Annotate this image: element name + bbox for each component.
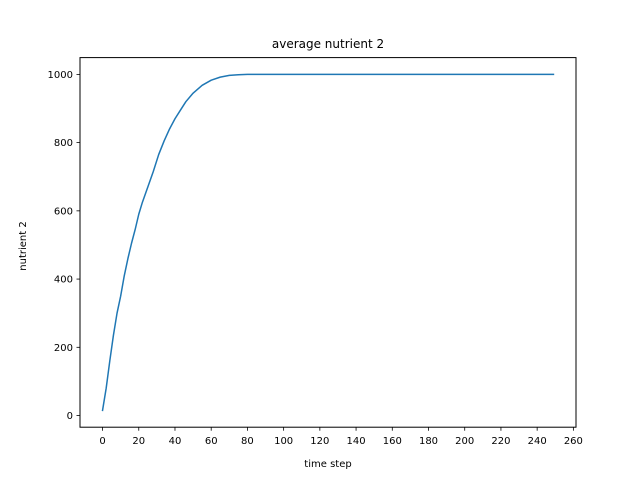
x-tick-label: 20: [132, 436, 145, 447]
x-tick-label: 200: [455, 436, 474, 447]
x-tick-label: 140: [347, 436, 366, 447]
x-tick-label: 240: [528, 436, 547, 447]
plot-area: [101, 73, 555, 412]
y-tick-label: 800: [54, 138, 73, 149]
y-tick-label: 200: [54, 343, 73, 354]
x-tick-label: 120: [310, 436, 329, 447]
x-tick-label: 180: [419, 436, 438, 447]
axes-frame: [79, 57, 577, 428]
y-tick-label: 400: [54, 275, 73, 286]
x-tick-label: 100: [274, 436, 293, 447]
x-tick-label: 60: [205, 436, 218, 447]
series-line-0: [101, 73, 555, 412]
x-tick-label: 160: [383, 436, 402, 447]
y-tick-label: 0: [67, 411, 73, 422]
y-axis-label: nutrient 2: [18, 221, 29, 270]
x-tick-label: 40: [169, 436, 182, 447]
y-tick-label: 600: [54, 206, 73, 217]
y-tick-label: 1000: [48, 70, 73, 81]
x-tick-label: 80: [241, 436, 254, 447]
x-tick-label: 0: [99, 436, 105, 447]
chart-title: average nutrient 2: [272, 37, 384, 51]
x-tick-label: 260: [564, 436, 583, 447]
axis-ticks: 0 20 40 60 80 100 120 140 160 180 200 220 240 260 0 200…: [48, 70, 583, 447]
x-tick-label: 220: [491, 436, 510, 447]
x-axis-label: time step: [304, 459, 351, 470]
